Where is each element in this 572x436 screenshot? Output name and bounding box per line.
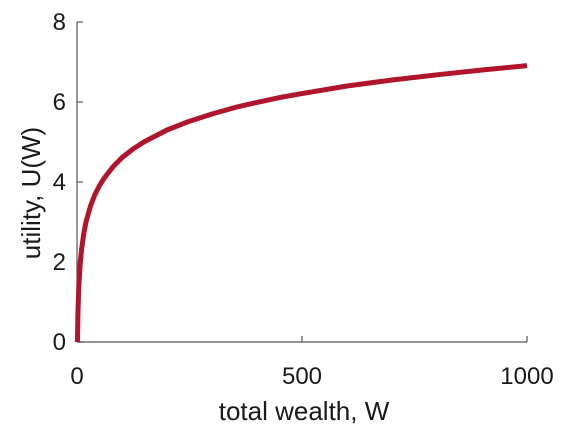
- y-tick-label: 8: [53, 9, 66, 36]
- series-group: [74, 63, 528, 343]
- y-tick-label: 4: [53, 169, 66, 196]
- x-tick-label: 500: [282, 363, 322, 390]
- ticks: 0 2 4 6 8 0 500 1000: [53, 9, 554, 390]
- y-tick-label: 2: [53, 249, 66, 276]
- y-tick-label: 6: [53, 89, 66, 116]
- x-tick-label: 1000: [500, 363, 553, 390]
- y-axis-label: utility, U(W): [16, 127, 46, 259]
- x-axis-label: total wealth, W: [219, 396, 390, 426]
- x-tick-label: 0: [70, 363, 83, 390]
- y-tick-label: 0: [53, 329, 66, 356]
- series-line: [74, 63, 528, 343]
